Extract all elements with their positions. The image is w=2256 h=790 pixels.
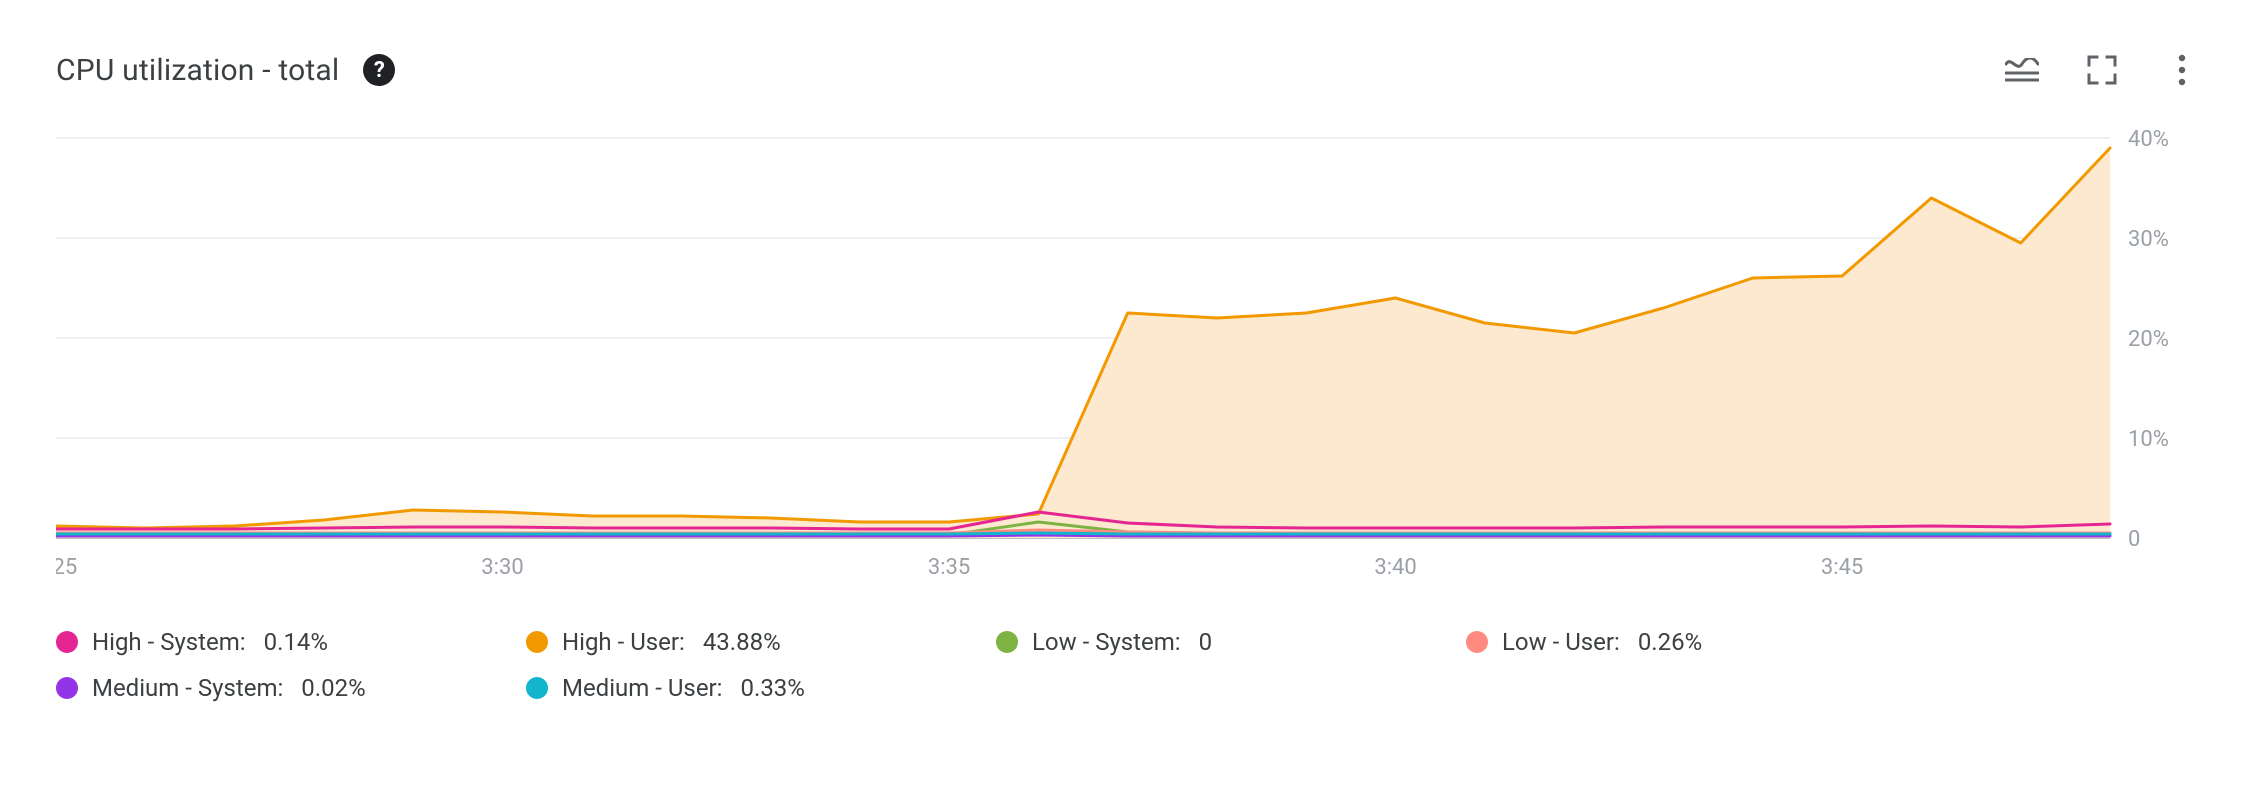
legend-value: 0.02% bbox=[301, 674, 365, 702]
legend-item-medium_system[interactable]: Medium - System: 0.02% bbox=[56, 674, 486, 702]
cpu-chart-svg: 0 10% 20% 30% 40% 3:25 3:30 3:35 3:40 3:45 bbox=[56, 128, 2200, 598]
legend-item-high_user[interactable]: High - User: 43.88% bbox=[526, 628, 956, 656]
legend-swatch bbox=[56, 631, 78, 653]
legend-item-low_system[interactable]: Low - System: 0 bbox=[996, 628, 1426, 656]
legend-item-medium_user[interactable]: Medium - User: 0.33% bbox=[526, 674, 956, 702]
x-tick-label: 3:25 bbox=[56, 555, 77, 580]
chart-card: CPU utilization - total ? bbox=[0, 0, 2256, 790]
legend-label: Low - System: bbox=[1032, 628, 1181, 656]
legend-value: 0.26% bbox=[1638, 628, 1702, 656]
legend-swatch bbox=[526, 677, 548, 699]
y-tick-label: 0 bbox=[2128, 527, 2140, 552]
y-tick-label: 10% bbox=[2128, 427, 2169, 452]
legend-item-high_system[interactable]: High - System: 0.14% bbox=[56, 628, 486, 656]
x-tick-label: 3:35 bbox=[928, 555, 970, 580]
legend-label: High - System: bbox=[92, 628, 246, 656]
legend-swatch bbox=[526, 631, 548, 653]
chart-area: 0 10% 20% 30% 40% 3:25 3:30 3:35 3:40 3:45 bbox=[56, 128, 2200, 598]
legend-value: 0.33% bbox=[741, 674, 805, 702]
x-tick-label: 3:45 bbox=[1821, 555, 1863, 580]
series-line-medium_user bbox=[56, 533, 2110, 534]
legend-label: Low - User: bbox=[1502, 628, 1620, 656]
chart-legend: High - System: 0.14% High - User: 43.88% Low… bbox=[56, 628, 2200, 702]
chart-header: CPU utilization - total ? bbox=[56, 40, 2200, 100]
more-vert-icon[interactable] bbox=[2164, 52, 2200, 88]
legend-value: 43.88% bbox=[703, 628, 781, 656]
title-wrap: CPU utilization - total ? bbox=[56, 53, 395, 88]
legend-label: Medium - User: bbox=[562, 674, 723, 702]
chart-title: CPU utilization - total bbox=[56, 53, 339, 88]
x-tick-label: 3:40 bbox=[1374, 555, 1416, 580]
y-tick-label: 20% bbox=[2128, 327, 2169, 352]
x-tick-label: 3:30 bbox=[481, 555, 523, 580]
fullscreen-icon[interactable] bbox=[2084, 52, 2120, 88]
legend-value: 0.14% bbox=[264, 628, 328, 656]
legend-label: Medium - System: bbox=[92, 674, 283, 702]
help-icon[interactable]: ? bbox=[363, 54, 395, 86]
series-area-high_user bbox=[56, 148, 2110, 538]
y-tick-label: 30% bbox=[2128, 227, 2169, 252]
legend-toggle-icon[interactable] bbox=[2004, 52, 2040, 88]
y-tick-label: 40% bbox=[2128, 128, 2169, 152]
legend-swatch bbox=[1466, 631, 1488, 653]
chart-toolbar bbox=[2004, 52, 2200, 88]
legend-item-low_user[interactable]: Low - User: 0.26% bbox=[1466, 628, 1896, 656]
legend-value: 0 bbox=[1199, 628, 1213, 656]
legend-label: High - User: bbox=[562, 628, 685, 656]
legend-swatch bbox=[996, 631, 1018, 653]
legend-swatch bbox=[56, 677, 78, 699]
